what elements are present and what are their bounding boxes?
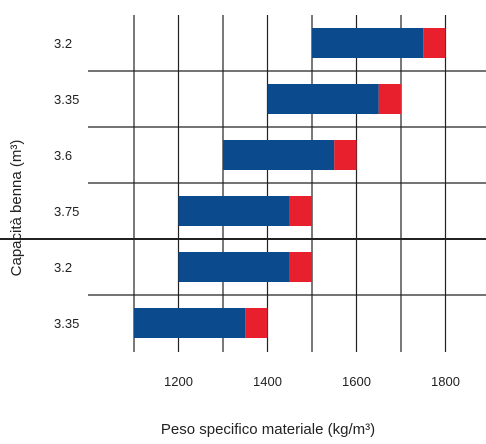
bar-extension [378,84,401,114]
x-tick-labels: 1200 1400 1600 1800 [164,374,460,389]
category-label: 3.75 [54,204,79,219]
bars [134,28,446,338]
bar-base [267,84,379,114]
bar-extension [289,196,312,226]
grid [0,15,486,352]
category-label: 3.35 [54,92,79,107]
x-tick-label: 1800 [431,374,460,389]
category-label: 3.35 [54,316,79,331]
x-tick-label: 1200 [164,374,193,389]
y-axis-title: Capacità benna (m³) [8,140,25,277]
category-label: 3.2 [54,36,72,51]
bar-extension [289,252,312,282]
category-label: 3.2 [54,260,72,275]
x-axis-title: Peso specifico materiale (kg/m³) [161,421,375,438]
category-label: 3.6 [54,148,72,163]
x-tick-label: 1600 [342,374,371,389]
bar-extension [423,28,446,58]
bar-extension [245,308,268,338]
bar-base [134,308,246,338]
category-labels: 3.2 3.35 3.6 3.75 3.2 3.35 [54,36,79,331]
bar-extension [334,140,357,170]
bar-base [178,196,290,226]
bar-base [223,140,335,170]
bar-base [178,252,290,282]
x-tick-label: 1400 [253,374,282,389]
bar-base [312,28,424,58]
